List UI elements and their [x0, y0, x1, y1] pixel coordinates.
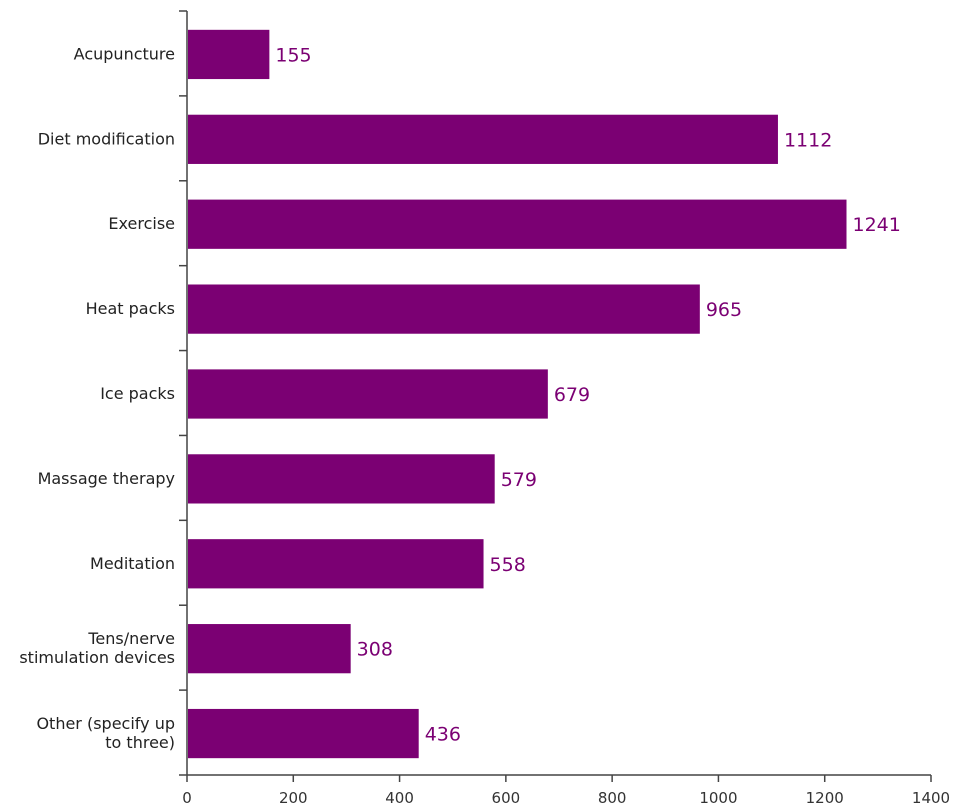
category-label: Acupuncture — [74, 44, 175, 63]
data-label: 679 — [554, 384, 590, 406]
bar — [188, 708, 419, 759]
data-label: 308 — [357, 639, 393, 661]
x-tick-label: 1400 — [912, 789, 950, 807]
data-label: 1112 — [784, 129, 832, 151]
bars — [188, 29, 847, 759]
x-tick-label: 600 — [492, 789, 521, 807]
x-tick-label: 1000 — [699, 789, 737, 807]
x-tick-label: 1200 — [806, 789, 844, 807]
x-tick-label: 400 — [385, 789, 414, 807]
category-label: Ice packs — [100, 384, 175, 403]
bar — [188, 624, 351, 674]
category-label: Tens/nerve stimulation devices — [19, 629, 175, 667]
x-tick-label: 0 — [182, 789, 192, 807]
bar — [188, 199, 847, 249]
category-label: Other (specify up to three) — [36, 714, 175, 752]
data-label: 1241 — [853, 214, 901, 236]
bar — [188, 284, 700, 334]
category-label: Meditation — [90, 554, 175, 573]
data-label: 579 — [501, 469, 537, 491]
category-labels: Acupuncture Diet modification Exercise Heat… — [19, 44, 175, 752]
data-label: 155 — [275, 44, 311, 66]
bar — [188, 29, 270, 80]
bar — [188, 114, 778, 164]
data-label: 436 — [425, 724, 461, 746]
axes: 0 200 400 600 800 1000 1200 1400 — [179, 10, 950, 807]
data-label: 965 — [706, 299, 742, 321]
data-labels: 155 1112 1241 965 679 579 558 308 436 — [275, 44, 900, 745]
category-label: Diet modification — [38, 129, 175, 148]
category-label: Massage therapy — [38, 469, 175, 488]
bar — [188, 539, 484, 589]
x-tick-label: 800 — [598, 789, 627, 807]
data-label: 558 — [490, 554, 526, 576]
bar — [188, 454, 495, 504]
x-tick-label: 200 — [279, 789, 308, 807]
category-label: Exercise — [108, 214, 175, 233]
category-label: Heat packs — [86, 299, 175, 318]
bar — [188, 369, 548, 419]
